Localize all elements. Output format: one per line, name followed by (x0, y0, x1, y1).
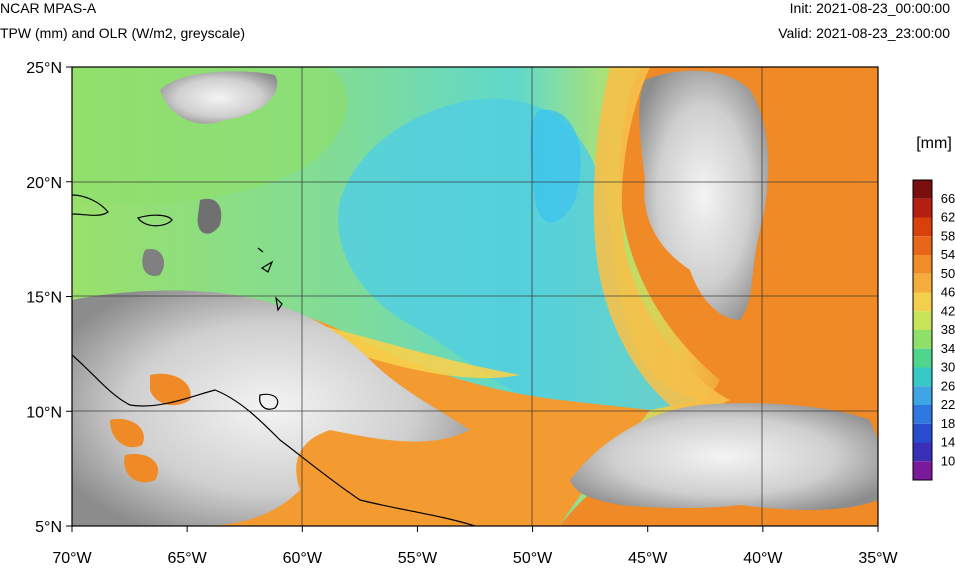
lon-tick-label: 35°W (858, 550, 898, 567)
coastline-island (260, 260, 274, 273)
colorbar-swatch (913, 367, 932, 387)
fields-subtitle: TPW (mm) and OLR (W/m2, greyscale) (0, 25, 246, 41)
graticule (72, 67, 878, 526)
colorbar-level-label: 38 (941, 322, 955, 337)
colorbar-swatch (913, 180, 932, 199)
colorbar-swatch (913, 348, 932, 368)
lat-tick-label: 25°N (26, 60, 62, 77)
lat-tick-label: 10°N (26, 404, 62, 421)
lat-tick-label: 20°N (26, 175, 62, 192)
lon-tick-label: 65°W (167, 550, 207, 567)
lon-tick-label: 45°W (628, 550, 668, 567)
colorbar-level-label: 30 (941, 360, 955, 375)
colorbar-swatch (913, 442, 932, 462)
coastline-trinidad (259, 393, 279, 410)
colorbar-level-label: 54 (941, 247, 955, 262)
olr-cloud-field (72, 70, 878, 526)
lon-tick-label: 50°W (513, 550, 553, 567)
colorbar-level-label: 58 (941, 228, 955, 243)
init-time-label: Init: 2021-08-23_00:00:00 (789, 0, 950, 16)
colorbar-level-label: 66 (941, 191, 955, 206)
colorbar-level-label: 62 (941, 210, 955, 225)
valid-time-label: Valid: 2021-08-23_23:00:00 (778, 25, 950, 41)
model-title: NCAR MPAS-A (0, 0, 97, 16)
coastline-hispaniola (72, 194, 109, 216)
colorbar-swatch (913, 461, 932, 480)
coastlines (72, 194, 476, 526)
colorbar-level-label: 46 (941, 285, 955, 300)
colorbar-level-label: 26 (941, 378, 955, 393)
colorbar-swatch (913, 217, 932, 237)
colorbar-level-label: 22 (941, 397, 955, 412)
colorbar-level-label: 14 (941, 435, 955, 450)
lon-tick-label: 60°W (283, 550, 323, 567)
longitude-axis: 70°W 65°W 60°W 55°W 50°W 45°W 40°W 35°W (52, 526, 899, 567)
latitude-axis: 25°N 20°N 15°N 10°N 5°N (26, 60, 72, 536)
coastline-island (275, 296, 283, 312)
lat-tick-label: 5°N (35, 519, 62, 536)
colorbar-level-label: 42 (941, 303, 955, 318)
colorbar-swatch (913, 255, 932, 274)
colorbar-swatch (913, 386, 932, 405)
colorbar-swatch (913, 292, 932, 312)
colorbar-swatch (913, 405, 932, 424)
colorbar-frame (912, 179, 933, 481)
colorbar-swatch (913, 236, 932, 255)
colorbar-swatch (913, 423, 932, 443)
lon-tick-label: 55°W (398, 550, 438, 567)
lon-tick-label: 70°W (52, 550, 92, 567)
coastline-puerto-rico (137, 214, 173, 227)
colorbar-unit-label: [mm] (916, 135, 952, 152)
colorbar: 66 62 58 54 50 46 42 38 34 30 26 22 18 14 10 (912, 179, 955, 481)
coastline-island (257, 247, 264, 253)
colorbar-swatch (913, 311, 932, 330)
lat-tick-label: 15°N (26, 290, 62, 307)
colorbar-level-label: 34 (941, 341, 955, 356)
colorbar-swatch (913, 273, 932, 293)
lon-tick-label: 40°W (743, 550, 783, 567)
coastline-south-america (72, 354, 476, 526)
colorbar-swatch (913, 198, 932, 218)
colorbar-swatch (913, 330, 932, 349)
colorbar-level-label: 50 (941, 266, 955, 281)
colorbar-level-label: 18 (941, 416, 955, 431)
colorbar-level-label: 10 (941, 453, 955, 468)
